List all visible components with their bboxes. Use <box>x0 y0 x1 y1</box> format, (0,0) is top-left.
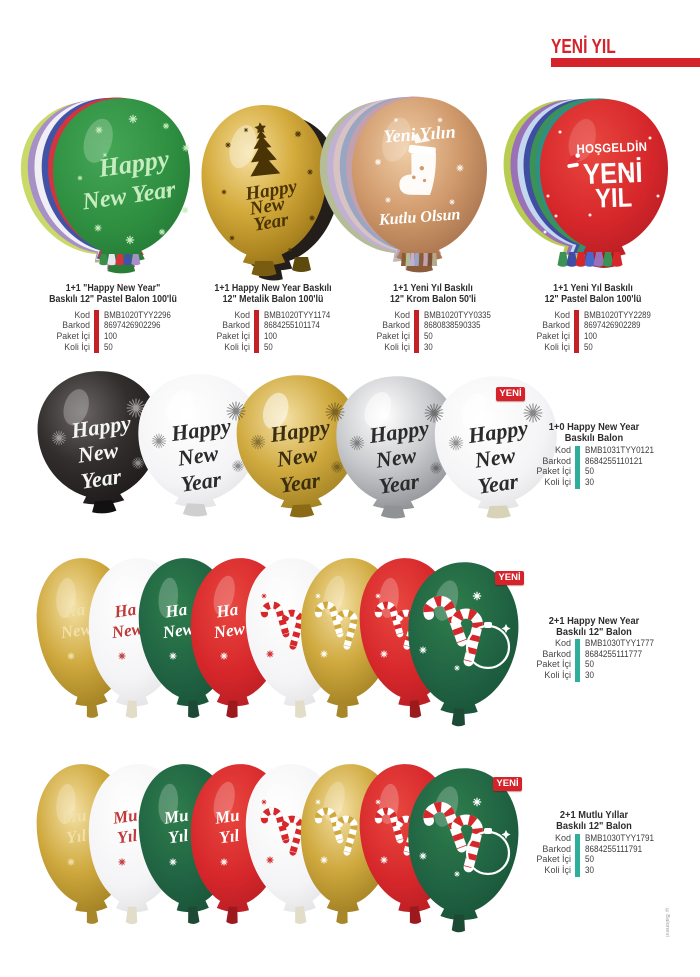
svg-text:New: New <box>472 442 517 473</box>
svg-text:New: New <box>58 619 93 642</box>
svg-text:New: New <box>175 440 220 471</box>
svg-text:Year: Year <box>179 466 223 496</box>
svg-text:Yıl: Yıl <box>167 826 190 848</box>
svg-text:Yıl: Yıl <box>116 826 139 848</box>
svg-text:Ha: Ha <box>163 600 189 622</box>
svg-text:Mu: Mu <box>60 805 88 827</box>
svg-text:Ha: Ha <box>112 600 138 622</box>
svg-text:New: New <box>274 441 319 472</box>
svg-text:Year: Year <box>377 468 421 498</box>
svg-text:Ha: Ha <box>61 600 87 622</box>
svg-text:YIL: YIL <box>595 183 633 214</box>
svg-text:Mu: Mu <box>213 805 241 827</box>
svg-text:New: New <box>109 619 144 642</box>
svg-text:Mu: Mu <box>162 805 190 827</box>
svg-text:Year: Year <box>79 463 123 493</box>
svg-text:Year: Year <box>476 468 520 498</box>
svg-text:New: New <box>211 619 246 642</box>
svg-text:Kutlu Olsun: Kutlu Olsun <box>377 206 460 229</box>
svg-text:Mu: Mu <box>111 805 139 827</box>
svg-text:Year: Year <box>278 467 322 497</box>
svg-text:YENİ: YENİ <box>582 155 643 190</box>
svg-text:Ha: Ha <box>214 600 240 622</box>
svg-text:HOŞGELDİN: HOŞGELDİN <box>576 138 647 156</box>
svg-text:New: New <box>75 437 120 468</box>
svg-text:New: New <box>160 619 195 642</box>
svg-text:New: New <box>373 442 418 473</box>
svg-text:Yıl: Yıl <box>218 826 241 848</box>
svg-text:Yıl: Yıl <box>65 826 88 848</box>
